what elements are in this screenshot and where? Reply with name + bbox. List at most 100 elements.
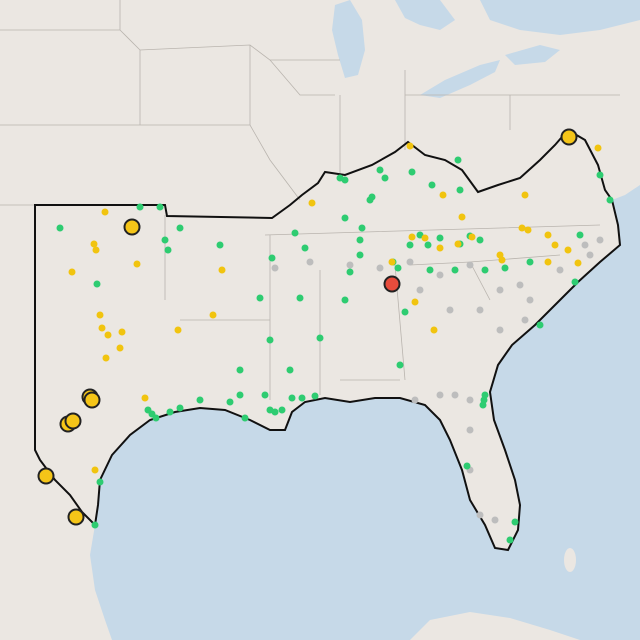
marker-green[interactable]: [311, 392, 319, 400]
marker-green[interactable]: [511, 518, 519, 526]
marker-yellow[interactable]: [564, 246, 572, 254]
marker-yellow[interactable]: [388, 258, 396, 266]
marker-large-yellow[interactable]: [83, 391, 101, 409]
marker-green[interactable]: [93, 280, 101, 288]
marker-green[interactable]: [261, 391, 269, 399]
marker-green[interactable]: [501, 264, 509, 272]
marker-green[interactable]: [426, 266, 434, 274]
marker-gray[interactable]: [476, 306, 484, 314]
marker-green[interactable]: [161, 236, 169, 244]
marker-yellow[interactable]: [439, 191, 447, 199]
marker-green[interactable]: [268, 254, 276, 262]
marker-green[interactable]: [481, 266, 489, 274]
marker-yellow[interactable]: [104, 331, 112, 339]
marker-gray[interactable]: [466, 426, 474, 434]
marker-yellow[interactable]: [521, 191, 529, 199]
marker-yellow[interactable]: [594, 144, 602, 152]
marker-large-yellow[interactable]: [67, 508, 85, 526]
marker-green[interactable]: [288, 394, 296, 402]
marker-green[interactable]: [356, 236, 364, 244]
marker-green[interactable]: [596, 171, 604, 179]
marker-green[interactable]: [341, 176, 349, 184]
marker-green[interactable]: [506, 536, 514, 544]
marker-green[interactable]: [136, 203, 144, 211]
marker-green[interactable]: [236, 391, 244, 399]
marker-green[interactable]: [196, 396, 204, 404]
marker-green[interactable]: [463, 462, 471, 470]
marker-green[interactable]: [401, 308, 409, 316]
marker-yellow[interactable]: [308, 199, 316, 207]
marker-yellow[interactable]: [218, 266, 226, 274]
marker-green[interactable]: [301, 244, 309, 252]
marker-green[interactable]: [271, 408, 279, 416]
marker-yellow[interactable]: [544, 258, 552, 266]
marker-yellow[interactable]: [91, 466, 99, 474]
marker-yellow[interactable]: [574, 259, 582, 267]
marker-gray[interactable]: [446, 306, 454, 314]
marker-yellow[interactable]: [468, 233, 476, 241]
marker-green[interactable]: [278, 406, 286, 414]
marker-gray[interactable]: [521, 316, 529, 324]
marker-gray[interactable]: [436, 391, 444, 399]
marker-gray[interactable]: [406, 258, 414, 266]
marker-yellow[interactable]: [118, 328, 126, 336]
marker-green[interactable]: [286, 366, 294, 374]
marker-green[interactable]: [396, 361, 404, 369]
marker-green[interactable]: [571, 278, 579, 286]
marker-yellow[interactable]: [421, 234, 429, 242]
marker-green[interactable]: [298, 394, 306, 402]
marker-green[interactable]: [436, 234, 444, 242]
marker-green[interactable]: [236, 366, 244, 374]
marker-green[interactable]: [166, 408, 174, 416]
marker-green[interactable]: [576, 231, 584, 239]
marker-yellow[interactable]: [518, 224, 526, 232]
marker-gray[interactable]: [516, 281, 524, 289]
marker-green[interactable]: [341, 214, 349, 222]
marker-green[interactable]: [406, 241, 414, 249]
marker-gray[interactable]: [586, 251, 594, 259]
marker-gray[interactable]: [581, 241, 589, 249]
marker-yellow[interactable]: [544, 231, 552, 239]
marker-green[interactable]: [451, 266, 459, 274]
marker-yellow[interactable]: [116, 344, 124, 352]
marker-yellow[interactable]: [174, 326, 182, 334]
marker-red[interactable]: [383, 275, 401, 293]
marker-green[interactable]: [241, 414, 249, 422]
marker-gray[interactable]: [271, 264, 279, 272]
marker-large-yellow[interactable]: [37, 467, 55, 485]
marker-green[interactable]: [346, 268, 354, 276]
marker-yellow[interactable]: [209, 311, 217, 319]
marker-green[interactable]: [341, 296, 349, 304]
marker-gray[interactable]: [451, 391, 459, 399]
marker-green[interactable]: [358, 224, 366, 232]
marker-yellow[interactable]: [454, 240, 462, 248]
marker-yellow[interactable]: [436, 244, 444, 252]
marker-green[interactable]: [368, 193, 376, 201]
marker-green[interactable]: [476, 236, 484, 244]
marker-yellow[interactable]: [458, 213, 466, 221]
marker-green[interactable]: [164, 246, 172, 254]
marker-green[interactable]: [56, 224, 64, 232]
marker-green[interactable]: [316, 334, 324, 342]
marker-green[interactable]: [456, 186, 464, 194]
marker-green[interactable]: [356, 251, 364, 259]
marker-gray[interactable]: [596, 236, 604, 244]
marker-yellow[interactable]: [408, 233, 416, 241]
marker-yellow[interactable]: [90, 240, 98, 248]
marker-green[interactable]: [536, 321, 544, 329]
marker-green[interactable]: [91, 521, 99, 529]
marker-green[interactable]: [152, 414, 160, 422]
marker-green[interactable]: [526, 258, 534, 266]
marker-yellow[interactable]: [551, 241, 559, 249]
marker-yellow[interactable]: [524, 226, 532, 234]
marker-green[interactable]: [408, 168, 416, 176]
marker-gray[interactable]: [496, 326, 504, 334]
marker-gray[interactable]: [491, 516, 499, 524]
marker-green[interactable]: [96, 478, 104, 486]
marker-yellow[interactable]: [406, 142, 414, 150]
marker-gray[interactable]: [526, 296, 534, 304]
marker-green[interactable]: [381, 174, 389, 182]
marker-yellow[interactable]: [102, 354, 110, 362]
marker-yellow[interactable]: [98, 324, 106, 332]
marker-gray[interactable]: [411, 396, 419, 404]
